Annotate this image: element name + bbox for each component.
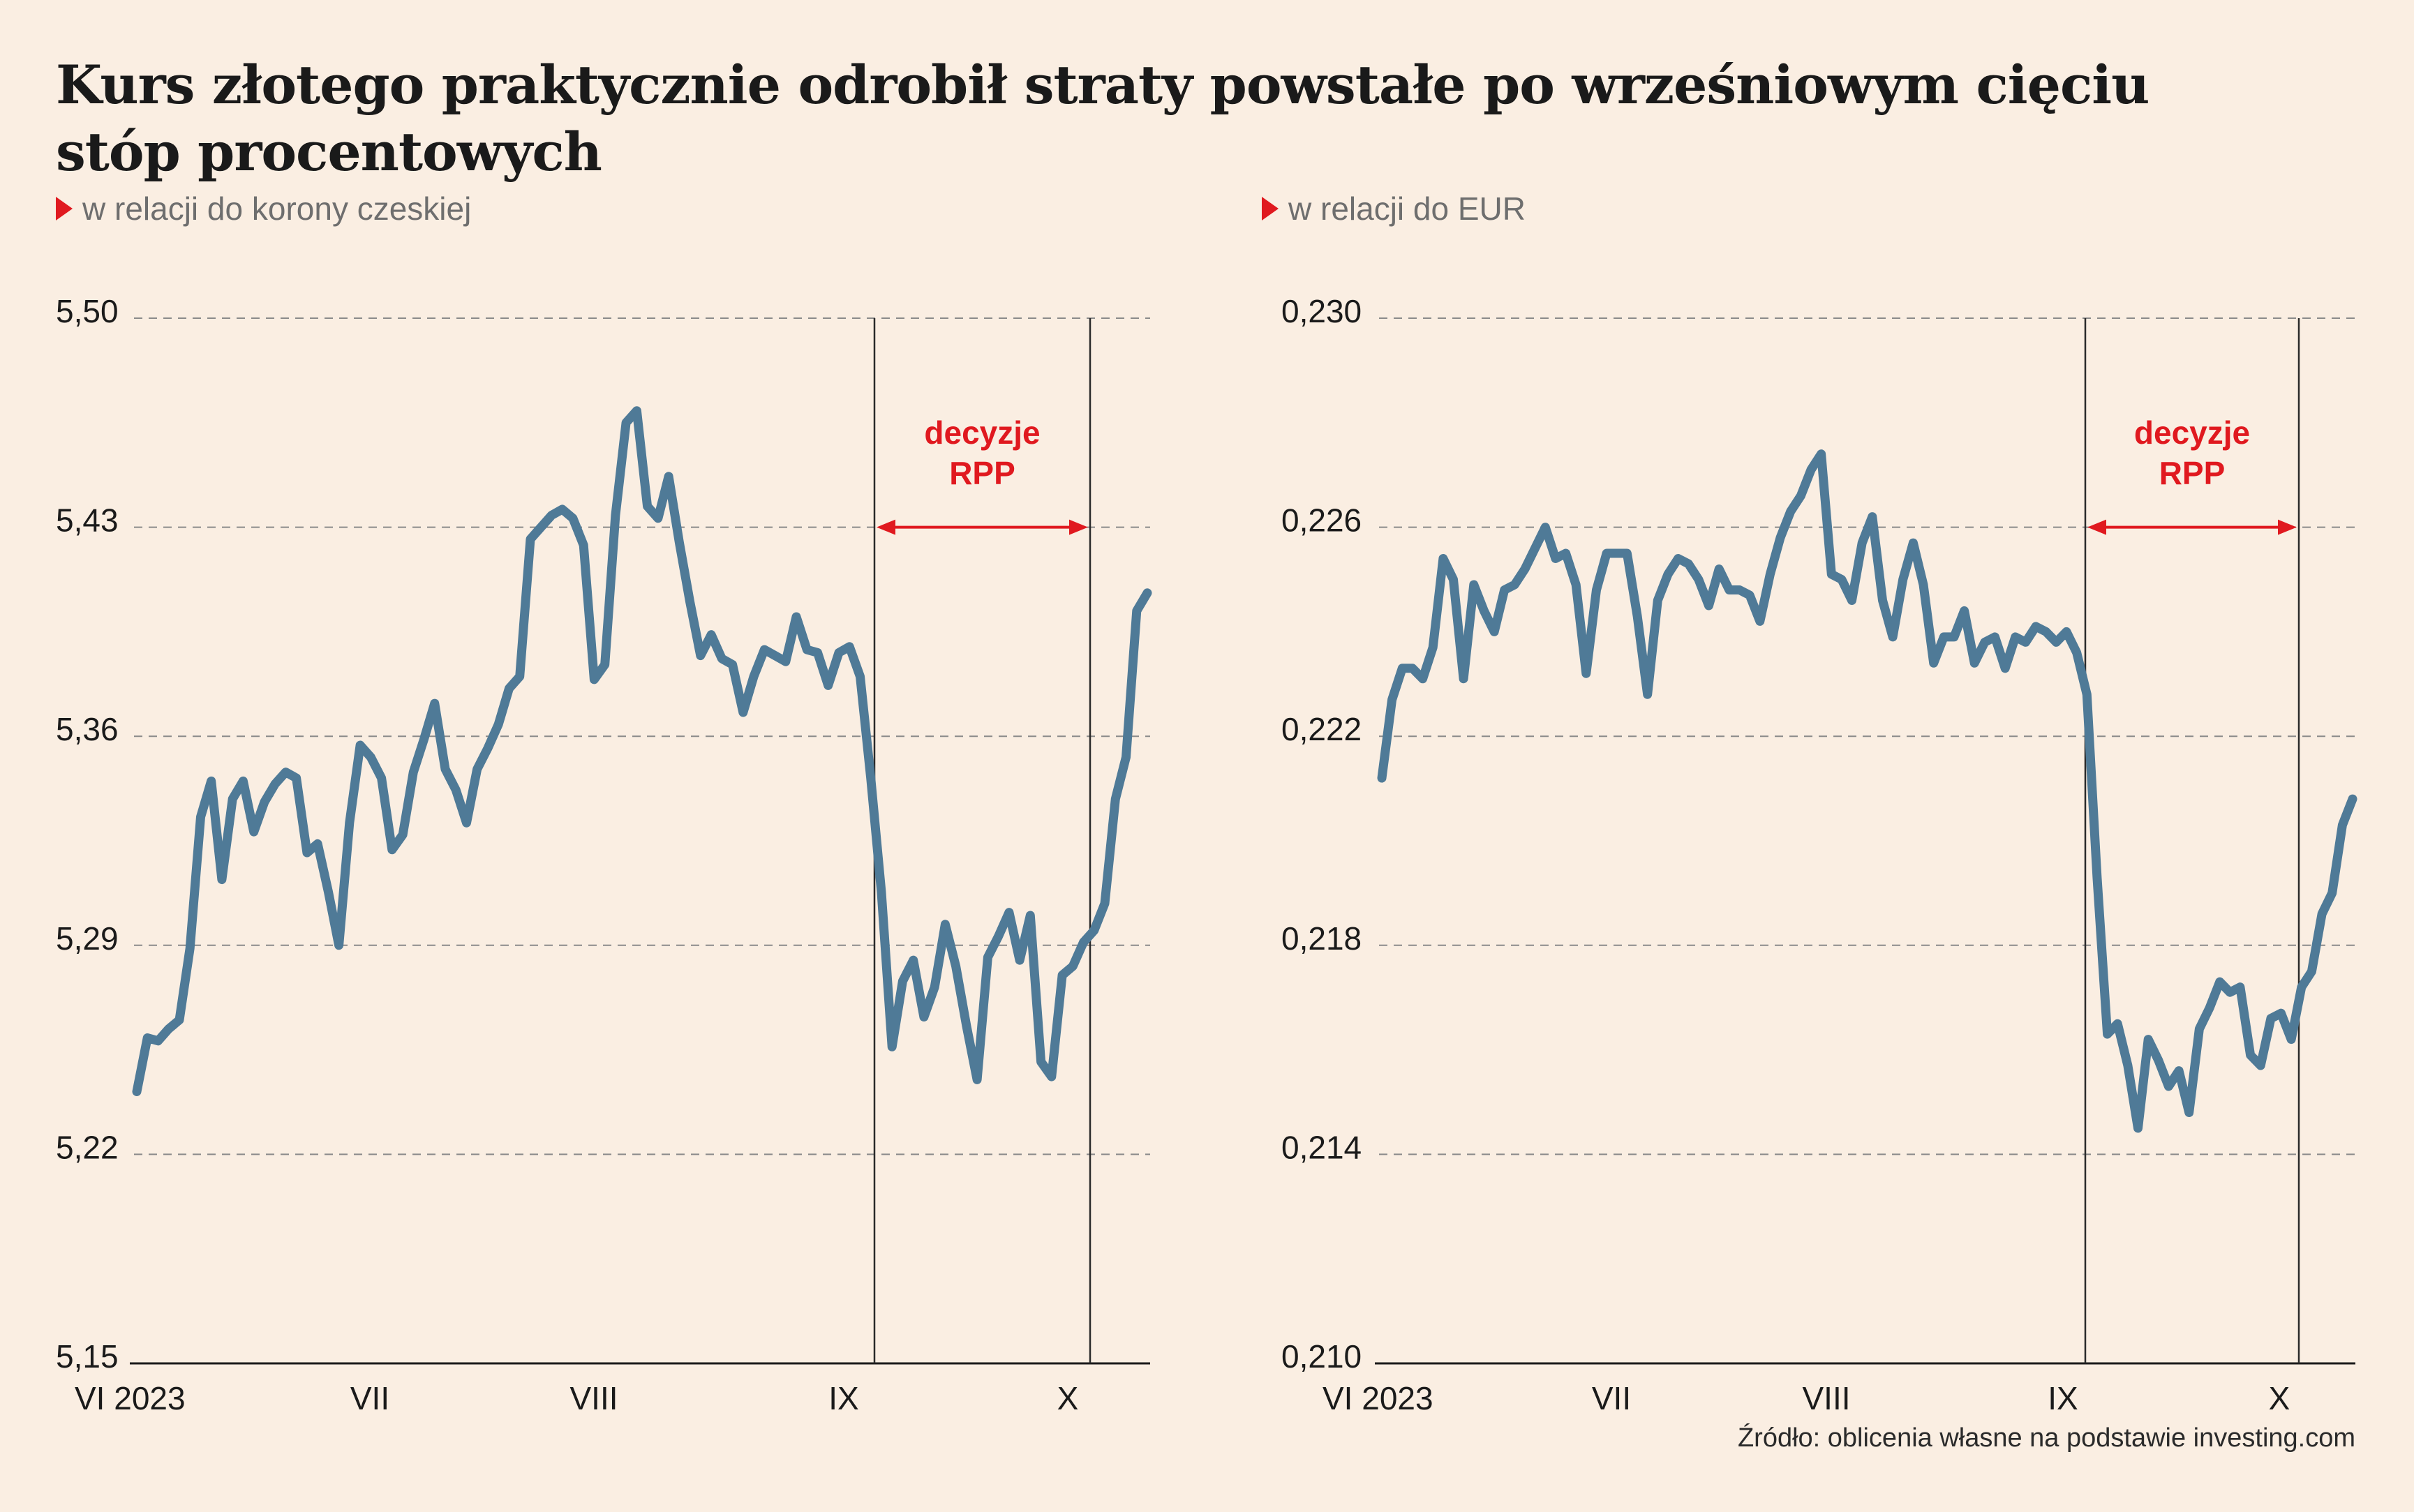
series-line xyxy=(1377,449,2357,1133)
x-tick-label: X xyxy=(2269,1380,2290,1416)
y-tick-label: 5,50 xyxy=(56,293,119,329)
left-chart-subtitle-text: w relacji do korony czeskiej xyxy=(82,190,472,227)
right-chart-subtitle-text: w relacji do EUR xyxy=(1288,190,1526,227)
annotation-label: RPP xyxy=(949,455,1015,491)
arrow-right-head-icon xyxy=(2278,519,2297,535)
y-tick-label: 5,36 xyxy=(56,711,119,747)
x-tick-label: VII xyxy=(350,1380,389,1416)
y-tick-label: 0,222 xyxy=(1281,711,1362,747)
y-tick-label: 5,29 xyxy=(56,920,119,957)
arrow-left-head-icon xyxy=(2087,519,2106,535)
arrow-right-head-icon xyxy=(1069,519,1088,535)
y-tick-label: 0,226 xyxy=(1281,502,1362,539)
x-tick-label: VI 2023 xyxy=(1323,1380,1433,1416)
chart-title: Kurs złotego praktycznie odrobił straty … xyxy=(56,54,2149,183)
x-tick-label: X xyxy=(1057,1380,1079,1416)
right-chart-subtitle: w relacji do EUR xyxy=(1262,190,1526,227)
x-tick-label: IX xyxy=(828,1380,858,1416)
arrow-left-head-icon xyxy=(877,519,895,535)
annotation-label: RPP xyxy=(2159,455,2226,491)
y-tick-label: 5,15 xyxy=(56,1338,119,1375)
source-note: Źródło: oblicenia własne na podstawie in… xyxy=(1737,1423,2355,1453)
y-tick-label: 0,210 xyxy=(1281,1338,1362,1375)
annotation-label: decyzje xyxy=(2134,414,2250,451)
x-tick-label: VI 2023 xyxy=(75,1380,186,1416)
czk-chart: 5,50 5,43 5,36 5,29 5,22 5,15 VI 2023 VII VIII IX… xyxy=(56,293,1152,1416)
y-tick-label: 0,218 xyxy=(1281,920,1362,957)
red-triangle-icon xyxy=(1262,197,1279,220)
x-tick-label: VIII xyxy=(1802,1380,1850,1416)
x-tick-label: VIII xyxy=(569,1380,618,1416)
red-triangle-icon xyxy=(56,197,73,220)
eur-chart: 0,230 0,226 0,222 0,218 0,214 0,210 VI 2023 VII… xyxy=(1281,293,2357,1416)
y-tick-label: 5,43 xyxy=(56,502,119,539)
annotation-label: decyzje xyxy=(924,414,1040,451)
y-tick-label: 5,22 xyxy=(56,1129,119,1165)
x-tick-label: VII xyxy=(1592,1380,1631,1416)
x-tick-label: IX xyxy=(2048,1380,2078,1416)
y-tick-label: 0,214 xyxy=(1281,1129,1362,1165)
series-line xyxy=(132,406,1152,1096)
left-chart-subtitle: w relacji do korony czeskiej xyxy=(56,190,471,227)
y-tick-label: 0,230 xyxy=(1281,293,1362,329)
